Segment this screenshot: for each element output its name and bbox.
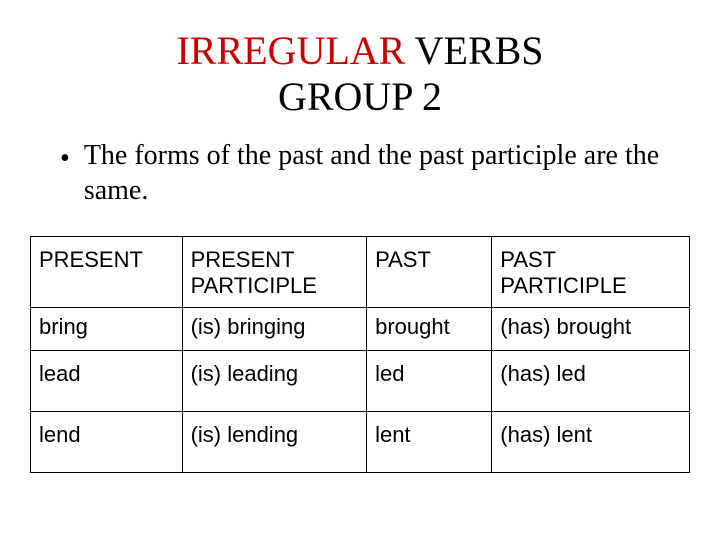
title-word-irregular: IRREGULAR bbox=[176, 28, 405, 73]
table-row: lend (is) lending lent (has) lent bbox=[31, 412, 690, 473]
bullet-marker: • bbox=[60, 142, 70, 176]
cell: (has) lent bbox=[492, 412, 690, 473]
title-word-verbs: VERBS bbox=[405, 28, 543, 73]
header-present-participle: PRESENT PARTICIPLE bbox=[182, 237, 367, 308]
slide-title: IRREGULAR VERBS GROUP 2 bbox=[30, 28, 690, 120]
cell: led bbox=[367, 351, 492, 412]
table-row: lead (is) leading led (has) led bbox=[31, 351, 690, 412]
verbs-table: PRESENT PRESENT PARTICIPLE PAST PAST PAR… bbox=[30, 236, 690, 473]
cell: bring bbox=[31, 308, 183, 351]
header-present: PRESENT bbox=[31, 237, 183, 308]
cell: lend bbox=[31, 412, 183, 473]
header-past: PAST bbox=[367, 237, 492, 308]
bullet-item: • The forms of the past and the past par… bbox=[60, 138, 670, 208]
cell: (has) brought bbox=[492, 308, 690, 351]
cell: (is) leading bbox=[182, 351, 367, 412]
cell: (has) led bbox=[492, 351, 690, 412]
table-row: bring (is) bringing brought (has) brough… bbox=[31, 308, 690, 351]
cell: (is) bringing bbox=[182, 308, 367, 351]
cell: lead bbox=[31, 351, 183, 412]
title-line2: GROUP 2 bbox=[278, 74, 442, 119]
cell: lent bbox=[367, 412, 492, 473]
cell: brought bbox=[367, 308, 492, 351]
cell: (is) lending bbox=[182, 412, 367, 473]
header-past-participle: PAST PARTICIPLE bbox=[492, 237, 690, 308]
table-header-row: PRESENT PRESENT PARTICIPLE PAST PAST PAR… bbox=[31, 237, 690, 308]
bullet-text: The forms of the past and the past parti… bbox=[84, 138, 670, 208]
